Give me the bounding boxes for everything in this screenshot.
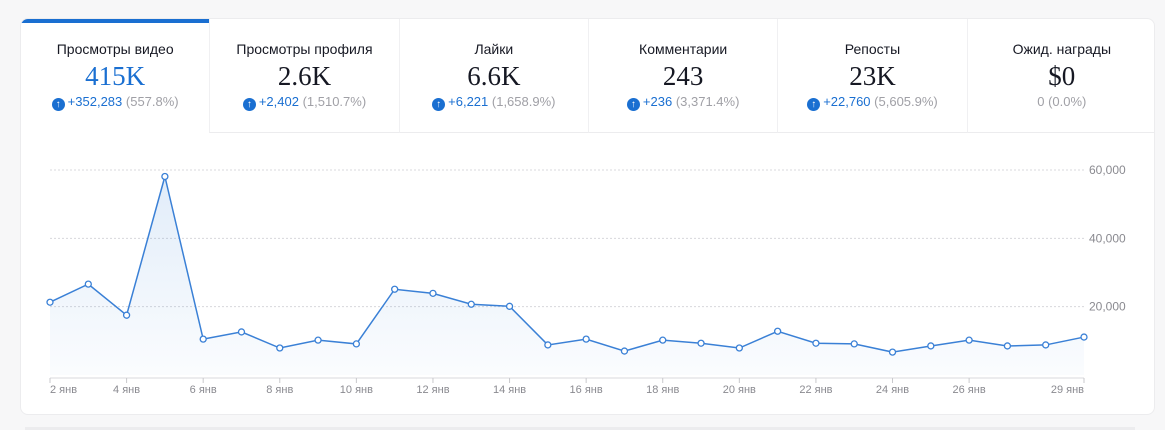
tab-metric-3[interactable]: Комментарии 243 ↑ +236 (3,371.4%) (587, 19, 778, 133)
arrow-up-icon: ↑ (807, 98, 821, 111)
tab-metric-2[interactable]: Лайки 6.6K ↑ +6,221 (1,658.9%) (398, 19, 588, 133)
data-point (276, 344, 284, 352)
x-tick-label: 14 янв (493, 384, 526, 396)
change-value: +352,283 (67, 94, 123, 109)
tab-value: 6.6K (467, 61, 521, 91)
tab-label: Ожид. награды (1012, 41, 1112, 57)
x-tick-label: 16 янв (570, 384, 603, 396)
tab-change: ↑ +2,402 (1,510.7%) (210, 94, 398, 111)
data-point (505, 302, 514, 310)
y-tick-label: 40,000 (1089, 231, 1126, 245)
change-value: +22,760 (823, 94, 871, 109)
y-tick-label: 20,000 (1089, 300, 1126, 314)
x-tick-label: 20 янв (723, 384, 756, 396)
tab-change: ↑ +22,760 (5,605.9%) (778, 94, 966, 111)
data-point (773, 327, 782, 335)
tab-label: Просмотры профиля (236, 41, 373, 57)
tab-change: ↑ +236 (3,371.4%) (589, 94, 777, 111)
data-point (812, 339, 820, 347)
tab-label: Лайки (474, 41, 514, 57)
x-tick-label: 12 янв (416, 384, 449, 396)
tab-label: Репосты (844, 41, 901, 57)
data-point (429, 289, 437, 297)
x-tick-label: 6 янв (190, 384, 217, 396)
tab-change: 0 (0.0%) (968, 94, 1154, 109)
x-tick-label: 4 янв (113, 384, 140, 396)
arrow-up-icon: ↑ (432, 98, 446, 111)
data-point (735, 344, 743, 352)
tab-value: $0 (1048, 61, 1076, 91)
data-point (46, 298, 54, 306)
change-percent: (1,510.7%) (302, 94, 367, 109)
data-point (1042, 341, 1050, 349)
area-fill (50, 176, 1084, 375)
x-tick-label: 24 янв (876, 384, 909, 396)
data-point (314, 336, 322, 344)
analytics-card: Просмотры видео 415K ↑ +352,283 (557.8%) П… (20, 18, 1155, 415)
x-tick-label: 26 янв (953, 384, 986, 396)
x-tick-label: 22 янв (799, 384, 832, 396)
arrow-up-icon: ↑ (626, 98, 640, 111)
tab-metric-4[interactable]: Репосты 23K ↑ +22,760 (5,605.9%) (777, 19, 967, 133)
data-point (582, 335, 590, 343)
data-point (1003, 342, 1012, 350)
next-card-edge (25, 427, 1135, 430)
data-point (352, 340, 361, 348)
tab-value: 415K (85, 61, 146, 91)
tab-label: Просмотры видео (56, 41, 174, 57)
data-point (965, 336, 973, 344)
y-tick-label: 60,000 (1089, 163, 1126, 177)
data-point (697, 339, 705, 347)
data-point (659, 336, 667, 344)
tab-metric-0[interactable]: Просмотры видео 415K ↑ +352,283 (557.8%) (21, 19, 210, 133)
change-value: +6,221 (448, 94, 489, 109)
change-percent: (3,371.4%) (675, 94, 740, 109)
data-point (199, 335, 207, 343)
tab-change: ↑ +352,283 (557.8%) (21, 94, 209, 111)
series-line (49, 176, 1085, 353)
data-point (850, 340, 858, 348)
change-percent: (5,605.9%) (874, 94, 938, 109)
views-chart: 20,000 40,000 60,000 2 янв 4 янв 6 янв 8 янв 10… (46, 163, 1126, 396)
tab-change: ↑ +6,221 (1,658.9%) (400, 94, 588, 111)
change-value: +236 (642, 94, 673, 109)
tab-value: 23K (849, 61, 896, 91)
x-tick-label: 29 янв (1051, 384, 1084, 396)
tab-value: 2.6K (277, 61, 332, 91)
tab-value: 243 (662, 61, 704, 91)
data-point (927, 342, 935, 350)
data-point (84, 280, 92, 288)
tab-metric-5[interactable]: Ожид. награды $0 0 (0.0%) (966, 19, 1154, 133)
x-tick-label: 10 янв (340, 384, 373, 396)
arrow-up-icon: ↑ (51, 98, 65, 111)
x-tick-label: 2 янв (50, 384, 77, 396)
change-percent: 0 (0.0%) (1037, 94, 1087, 109)
metric-tabs: Просмотры видео 415K ↑ +352,283 (557.8%) П… (21, 19, 1154, 133)
data-point (161, 172, 169, 181)
x-tick-label: 8 янв (266, 384, 293, 396)
change-percent: (557.8%) (125, 94, 179, 109)
data-point (620, 347, 629, 355)
tab-label: Комментарии (639, 41, 728, 57)
arrow-up-icon: ↑ (242, 98, 256, 111)
data-point (544, 341, 552, 349)
x-tick-label: 18 янв (646, 384, 679, 396)
data-point (888, 348, 897, 356)
data-point (391, 285, 399, 293)
data-point (237, 328, 246, 336)
data-point (1080, 333, 1088, 341)
data-point (467, 300, 475, 308)
change-value: +2,402 (258, 94, 299, 109)
change-percent: (1,658.9%) (491, 94, 556, 109)
data-point (122, 311, 131, 319)
tab-metric-1[interactable]: Просмотры профиля 2.6K ↑ +2,402 (1,510.7%… (209, 19, 399, 133)
